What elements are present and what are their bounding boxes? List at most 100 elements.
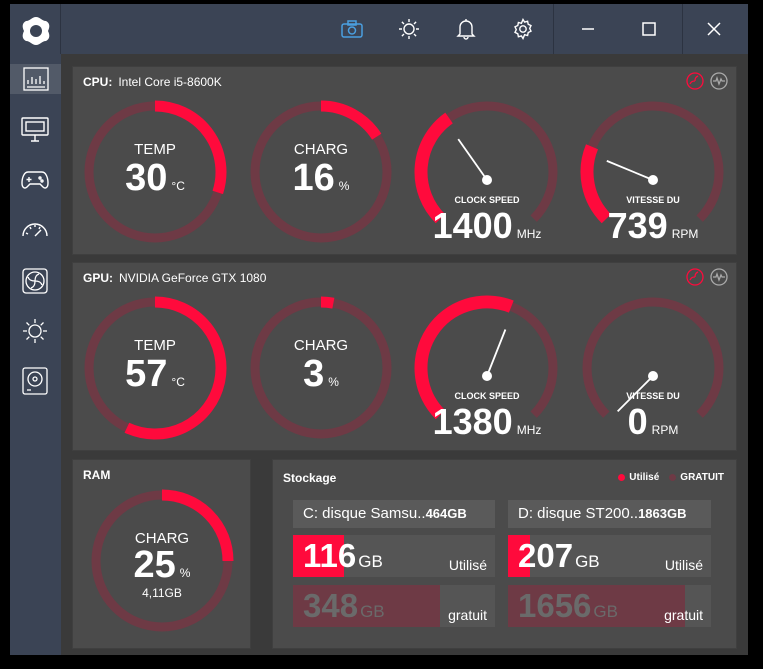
- gauge-level-arc: [124, 296, 227, 440]
- cpu-fan-gauge: VITESSE DU 739 RPM: [578, 97, 728, 247]
- cpu-temp-label: TEMP: [134, 141, 176, 158]
- dial-needle: [617, 375, 654, 412]
- cpu-fan-label: VITESSE DU: [626, 195, 680, 205]
- brightness-icon[interactable]: [396, 16, 422, 42]
- cpu-load-gauge: CHARG 16%: [246, 97, 396, 247]
- title-separator: [60, 4, 61, 54]
- gpu-fan-gauge: VITESSE DU 0 RPM: [578, 293, 728, 443]
- minimize-icon[interactable]: [575, 16, 601, 42]
- cpu-load-label: CHARG: [293, 141, 349, 158]
- app-window: CPU: Intel Core i5-8600K TEMP 30 °C CHARG …: [10, 4, 748, 655]
- maximize-icon[interactable]: [636, 16, 662, 42]
- gpu-fan-label: VITESSE DU: [626, 391, 680, 401]
- dial-track: [582, 297, 724, 418]
- disk-c-used-bar: [293, 535, 344, 577]
- title-separator: [553, 4, 554, 54]
- gpu-temp-value: 57: [125, 353, 168, 395]
- disk-c-used-unit: GB: [358, 552, 383, 571]
- title-separator: [682, 4, 683, 54]
- gpu-clock-unit: MHz: [516, 423, 542, 437]
- disk-c-free-value: 348: [303, 587, 359, 624]
- gpu-fan-value: 0: [627, 401, 648, 442]
- cpu-title: CPU: Intel Core i5-8600K: [83, 75, 222, 89]
- disk-d-free-unit: GB: [593, 602, 618, 621]
- legend-free: GRATUIT: [680, 472, 724, 483]
- ram-panel: RAM CHARG 25% 4,11GB: [72, 459, 251, 649]
- disk-c-header[interactable]: C: disque Samsu..464GB: [293, 500, 495, 528]
- monitor-icon[interactable]: [20, 115, 50, 145]
- gpu-name: NVIDIA GeForce GTX 1080: [119, 271, 267, 285]
- dial-level-arc: [414, 295, 514, 420]
- disk-icon[interactable]: [20, 366, 50, 396]
- cpu-fan-unit: RPM: [671, 227, 699, 241]
- cpu-fan-value: 739: [607, 205, 668, 246]
- disk-d-used-value: 207: [518, 537, 574, 574]
- gpu-clock-label: CLOCK SPEED: [454, 391, 520, 401]
- free-dot-icon: [669, 473, 677, 481]
- dashboard-icon[interactable]: [10, 64, 61, 94]
- cpu-panel: CPU: Intel Core i5-8600K TEMP 30 °C CHARG …: [72, 66, 737, 255]
- camera-icon[interactable]: [339, 16, 365, 42]
- gauge-level-arc: [320, 100, 382, 140]
- disk-c-free-label: gratuit: [448, 607, 487, 623]
- disk-d-size: 1863GB: [638, 506, 687, 521]
- cpu-load-unit: %: [338, 179, 350, 193]
- disk-c-used-row: 116 GB Utilisé: [293, 535, 495, 577]
- disk-d-name: D: disque ST200..: [518, 505, 639, 522]
- ram-load-unit: %: [179, 566, 191, 580]
- pulse-icon[interactable]: [710, 72, 728, 90]
- used-dot-icon: [618, 473, 626, 481]
- cpu-clock-label: CLOCK SPEED: [454, 195, 520, 205]
- cpu-clock-value: 1400: [432, 205, 513, 246]
- fan-alert-icon[interactable]: [686, 72, 704, 90]
- disk-c-free-bar: [293, 585, 441, 627]
- fan-icon[interactable]: [20, 266, 50, 296]
- dial-hub: [648, 175, 658, 185]
- gamepad-icon[interactable]: [20, 165, 50, 195]
- fan-alert-icon[interactable]: [686, 268, 704, 286]
- cpu-temp-gauge: TEMP 30 °C: [80, 97, 230, 247]
- ram-load-label: CHARG: [134, 530, 190, 547]
- disk-d-free-bar: [508, 585, 685, 627]
- gpu-temp-unit: °C: [171, 375, 185, 389]
- dial-needle: [486, 329, 507, 377]
- dial-needle: [606, 160, 654, 181]
- sun-icon[interactable]: [20, 316, 50, 346]
- gpu-temp-gauge: TEMP 57 °C: [80, 293, 230, 443]
- disk-c-used-label: Utilisé: [448, 557, 487, 573]
- dial-hub: [482, 371, 492, 381]
- close-icon[interactable]: [701, 16, 727, 42]
- gpu-title: GPU: NVIDIA GeForce GTX 1080: [83, 271, 267, 285]
- disk-d-used-unit: GB: [575, 552, 600, 571]
- app-logo-icon: [22, 17, 50, 45]
- gpu-clock-gauge: CLOCK SPEED 1380 MHz: [412, 293, 562, 443]
- cpu-load-value: 16: [292, 157, 335, 199]
- disk-d-free-value: 1656: [518, 587, 592, 624]
- gpu-clock-value: 1380: [432, 401, 513, 442]
- ram-load-value: 25: [133, 544, 176, 586]
- bell-icon[interactable]: [453, 16, 479, 42]
- cpu-temp-unit: °C: [171, 179, 185, 193]
- gpu-load-gauge: CHARG 3%: [246, 293, 396, 443]
- disk-d-used-row: 207 GB Utilisé: [508, 535, 711, 577]
- ram-load-gauge: CHARG 25% 4,11GB: [87, 486, 237, 636]
- gear-icon[interactable]: [510, 16, 536, 42]
- gauge-level-arc: [320, 296, 335, 309]
- gpu-load-label: CHARG: [293, 337, 349, 354]
- disk-d-used-bar: [508, 535, 531, 577]
- title-bar: [10, 4, 748, 54]
- gpu-fan-unit: RPM: [651, 423, 679, 437]
- dial-hub: [482, 175, 492, 185]
- disk-d-free-row: 1656 GB gratuit: [508, 585, 711, 627]
- dial-needle: [457, 138, 488, 181]
- speedometer-icon[interactable]: [20, 215, 50, 245]
- disk-c-size: 464GB: [425, 506, 467, 521]
- storage-legend: Utilisé GRATUIT: [618, 472, 724, 483]
- gpu-temp-label: TEMP: [134, 337, 176, 354]
- cpu-temp-value: 30: [125, 157, 168, 199]
- sidebar: [10, 54, 61, 655]
- gpu-panel: GPU: NVIDIA GeForce GTX 1080 TEMP 57 °C CH…: [72, 262, 737, 451]
- pulse-icon[interactable]: [710, 268, 728, 286]
- dial-level-arc: [580, 144, 612, 224]
- disk-d-header[interactable]: D: disque ST200..1863GB: [508, 500, 711, 528]
